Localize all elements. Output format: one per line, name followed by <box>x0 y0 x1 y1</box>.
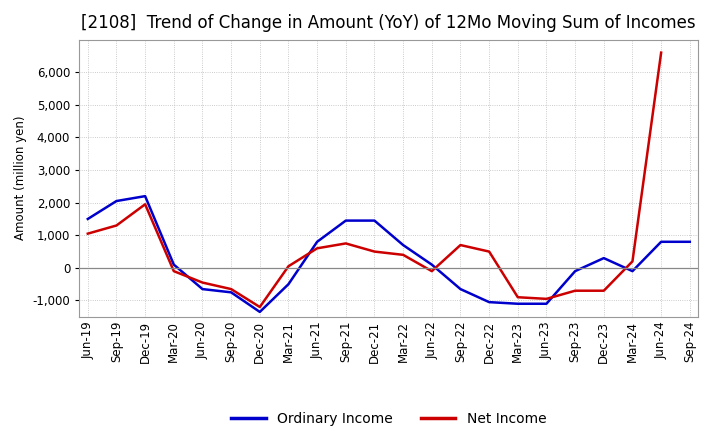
Net Income <box>628 259 636 264</box>
Ordinary Income <box>256 309 264 315</box>
Ordinary Income <box>284 282 293 287</box>
Net Income <box>198 280 207 285</box>
Line: Net Income: Net Income <box>88 53 661 307</box>
Net Income <box>485 249 493 254</box>
Net Income <box>112 223 121 228</box>
Net Income <box>169 268 178 274</box>
Ordinary Income <box>312 239 321 245</box>
Ordinary Income <box>141 194 150 199</box>
Net Income <box>456 242 465 248</box>
Ordinary Income <box>513 301 522 306</box>
Ordinary Income <box>571 268 580 274</box>
Net Income <box>399 252 408 257</box>
Ordinary Income <box>456 286 465 292</box>
Net Income <box>542 296 551 301</box>
Ordinary Income <box>169 262 178 267</box>
Ordinary Income <box>428 262 436 267</box>
Ordinary Income <box>600 256 608 261</box>
Net Income <box>428 268 436 274</box>
Ordinary Income <box>628 268 636 274</box>
Ordinary Income <box>84 216 92 222</box>
Ordinary Income <box>198 286 207 292</box>
Net Income <box>657 50 665 55</box>
Ordinary Income <box>112 198 121 204</box>
Ordinary Income <box>685 239 694 245</box>
Net Income <box>513 295 522 300</box>
Net Income <box>141 202 150 207</box>
Ordinary Income <box>399 242 408 248</box>
Line: Ordinary Income: Ordinary Income <box>88 196 690 312</box>
Ordinary Income <box>657 239 665 245</box>
Net Income <box>370 249 379 254</box>
Net Income <box>227 286 235 292</box>
Ordinary Income <box>542 301 551 306</box>
Net Income <box>84 231 92 236</box>
Title: [2108]  Trend of Change in Amount (YoY) of 12Mo Moving Sum of Incomes: [2108] Trend of Change in Amount (YoY) o… <box>81 15 696 33</box>
Y-axis label: Amount (million yen): Amount (million yen) <box>14 116 27 240</box>
Ordinary Income <box>370 218 379 223</box>
Net Income <box>312 246 321 251</box>
Net Income <box>341 241 350 246</box>
Ordinary Income <box>341 218 350 223</box>
Ordinary Income <box>227 290 235 295</box>
Legend: Ordinary Income, Net Income: Ordinary Income, Net Income <box>231 412 546 426</box>
Net Income <box>600 288 608 293</box>
Net Income <box>284 264 293 269</box>
Net Income <box>571 288 580 293</box>
Net Income <box>256 304 264 310</box>
Ordinary Income <box>485 300 493 305</box>
